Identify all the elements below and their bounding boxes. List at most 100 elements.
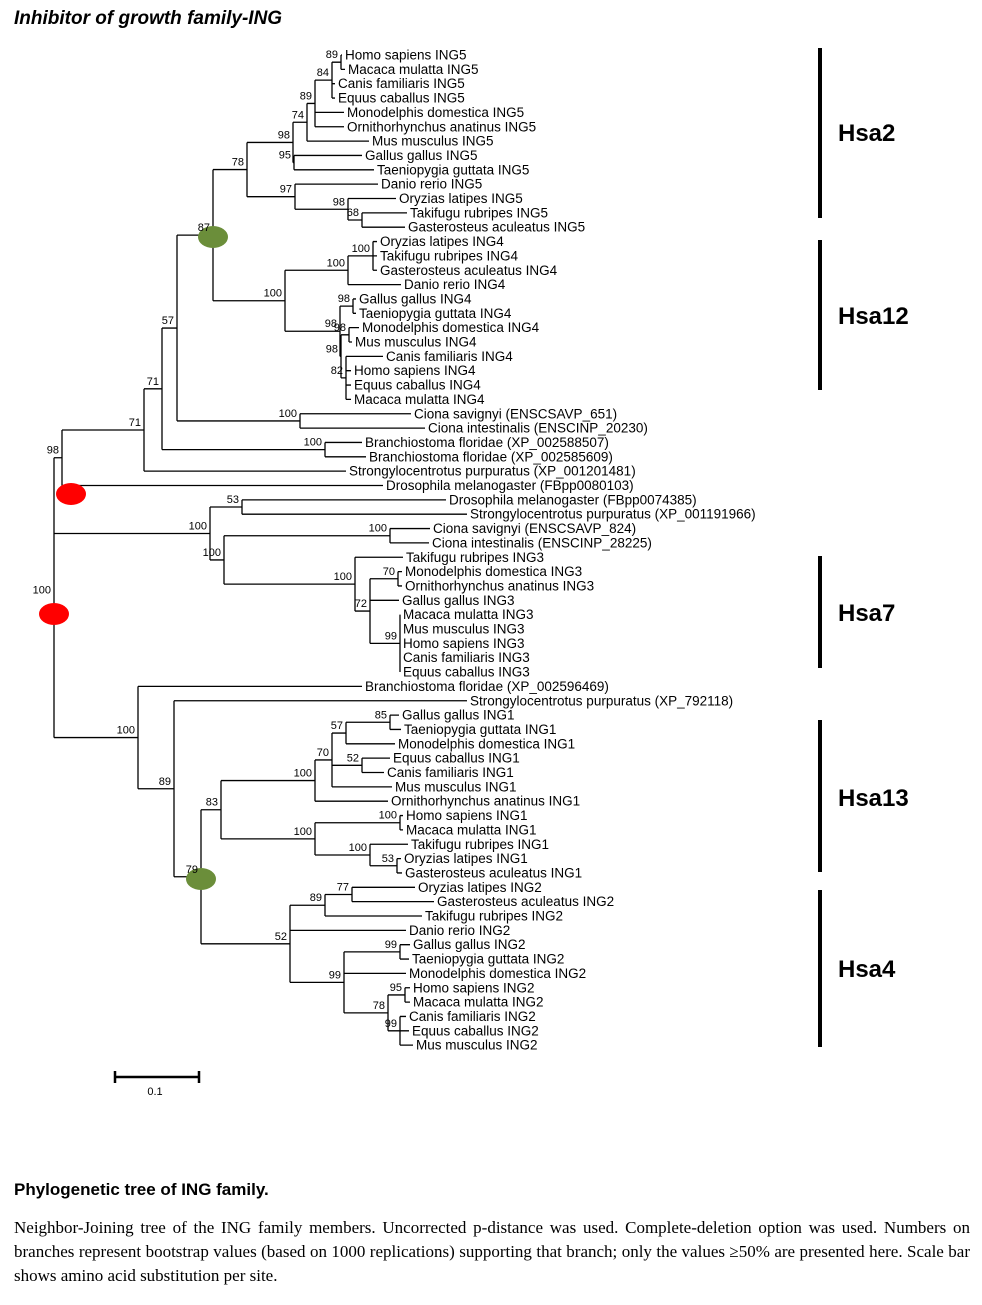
leaf-label: Taeniopygia guttata ING5 [377, 162, 529, 177]
bootstrap-label: 97 [280, 184, 292, 196]
scale-bar-line [113, 1071, 201, 1083]
leaf-label: Oryzias latipes ING2 [418, 880, 542, 895]
leaf-label: Gasterosteus aculeatus ING5 [408, 220, 585, 235]
tree-branches [53, 54, 467, 1046]
leaf-label: Gallus gallus ING5 [365, 148, 478, 163]
leaf-label: Monodelphis domestica ING5 [347, 105, 524, 120]
leaf-label: Macaca mulatta ING3 [403, 607, 534, 622]
bootstrap-label: 57 [331, 720, 343, 732]
bootstrap-label: 100 [264, 288, 282, 300]
root-duplication-marker [39, 603, 69, 625]
ancient-duplication-marker [56, 483, 86, 505]
leaf-label: Equus caballus ING1 [393, 751, 520, 766]
leaf-label: Homo sapiens ING1 [406, 808, 528, 823]
leaf-label: Strongylocentrotus purpuratus (XP_001201… [349, 464, 636, 479]
chromosome-group-bars: Hsa2 Hsa12 Hsa7 Hsa13 Hsa4 [818, 48, 909, 1047]
bootstrap-label: 100 [203, 547, 221, 559]
leaf-label: Equus caballus ING3 [403, 665, 530, 680]
leaf-label: Canis familiaris ING2 [409, 1009, 536, 1024]
leaf-label: Takifugu rubripes ING5 [410, 205, 548, 220]
bootstrap-label: 100 [352, 243, 370, 255]
bootstrap-label: 95 [279, 150, 291, 162]
leaf-label: Canis familiaris ING1 [387, 765, 514, 780]
leaf-label: Mus musculus ING5 [372, 134, 494, 149]
group-label: Hsa12 [838, 303, 909, 330]
bootstrap-label: 99 [385, 630, 397, 642]
bootstrap-label: 53 [227, 494, 239, 506]
ing1-ing2-duplication-marker [186, 868, 216, 890]
leaf-label: Takifugu rubripes ING3 [406, 550, 544, 565]
leaf-label: Gasterosteus aculeatus ING2 [437, 894, 614, 909]
leaf-label: Ciona savignyi (ENSCSAVP_824) [433, 521, 636, 536]
bootstrap-label: 99 [385, 939, 397, 951]
leaf-label: Mus musculus ING1 [395, 779, 517, 794]
bootstrap-label: 57 [162, 315, 174, 327]
leaf-label: Equus caballus ING2 [412, 1023, 539, 1038]
leaf-label: Taeniopygia guttata ING1 [404, 722, 556, 737]
leaf-label: Homo sapiens ING2 [413, 980, 535, 995]
bootstrap-label: 89 [159, 776, 171, 788]
bootstrap-label: 95 [390, 982, 402, 994]
bootstrap-label: 100 [327, 257, 345, 269]
leaf-label: Canis familiaris ING4 [386, 349, 513, 364]
bootstrap-label: 98 [47, 445, 59, 457]
scale-bar: 0.1 [113, 1071, 201, 1098]
group-label: Hsa7 [838, 600, 895, 627]
leaf-label: Ornithorhynchus anatinus ING3 [405, 578, 594, 593]
bootstrap-label: 99 [329, 969, 341, 981]
bootstrap-label: 71 [129, 417, 141, 429]
leaf-label: Canis familiaris ING3 [403, 650, 530, 665]
leaf-label: Equus caballus ING5 [338, 91, 465, 106]
leaf-label: Gallus gallus ING2 [413, 937, 526, 952]
bootstrap-label: 78 [232, 157, 244, 169]
leaf-label: Danio rerio ING4 [404, 277, 506, 292]
leaf-label: Gasterosteus aculeatus ING1 [405, 865, 582, 880]
leaf-label: Takifugu rubripes ING1 [411, 837, 549, 852]
branch-lines [53, 54, 467, 1046]
leaf-label: Monodelphis domestica ING4 [362, 320, 540, 335]
leaf-label: Oryzias latipes ING1 [404, 851, 528, 866]
group-label: Hsa13 [838, 785, 909, 812]
bootstrap-label: 68 [347, 207, 359, 219]
leaf-label: Gasterosteus aculeatus ING4 [380, 263, 558, 278]
leaf-label: Branchiostoma floridae (XP_002588507) [365, 435, 609, 450]
leaf-label: Strongylocentrotus purpuratus (XP_001191… [470, 507, 756, 522]
leaf-label: Drosophila melanogaster (FBpp0074385) [449, 492, 697, 507]
leaf-label: Danio rerio ING5 [381, 177, 482, 192]
bootstrap-label: 98 [338, 293, 350, 305]
leaf-label: Oryzias latipes ING4 [380, 234, 504, 249]
node-markers [39, 226, 228, 890]
group-label: Hsa4 [838, 956, 896, 983]
bootstrap-label: 89 [310, 892, 322, 904]
bootstrap-label: 98 [325, 318, 337, 330]
bootstrap-label: 100 [334, 571, 352, 583]
bootstrap-label: 70 [317, 747, 329, 759]
leaf-label: Equus caballus ING4 [354, 378, 481, 393]
bootstrap-label: 78 [373, 1000, 385, 1012]
leaf-label: Branchiostoma floridae (XP_002585609) [369, 449, 613, 464]
leaf-label: Homo sapiens ING5 [345, 48, 467, 63]
leaf-label: Taeniopygia guttata ING4 [359, 306, 512, 321]
caption-title: Phylogenetic tree of ING family. [14, 1180, 269, 1199]
bootstrap-label: 52 [347, 752, 359, 764]
bootstrap-label: 82 [331, 365, 343, 377]
bootstrap-label: 100 [349, 842, 367, 854]
leaf-label: Ornithorhynchus anatinus ING1 [391, 794, 580, 809]
bootstrap-label: 77 [337, 881, 349, 893]
leaf-label: Macaca mulatta ING4 [354, 392, 485, 407]
leaf-label: Homo sapiens ING3 [403, 636, 525, 651]
bootstrap-label: 79 [186, 864, 198, 876]
leaf-label: Macaca mulatta ING1 [406, 822, 537, 837]
leaf-label: Monodelphis domestica ING2 [409, 966, 586, 981]
bootstrap-label: 100 [294, 768, 312, 780]
leaf-label: Mus musculus ING3 [403, 622, 525, 637]
leaf-label: Strongylocentrotus purpuratus (XP_792118… [470, 693, 733, 708]
leaf-label: Takifugu rubripes ING4 [380, 248, 519, 263]
bootstrap-label: 100 [33, 585, 51, 597]
leaf-label: Ciona savignyi (ENSCSAVP_651) [414, 406, 617, 421]
leaf-label: Canis familiaris ING5 [338, 76, 465, 91]
bootstrap-label: 100 [369, 523, 387, 535]
figure-title: Inhibitor of growth family-ING [14, 8, 283, 29]
bootstrap-label: 72 [355, 598, 367, 610]
